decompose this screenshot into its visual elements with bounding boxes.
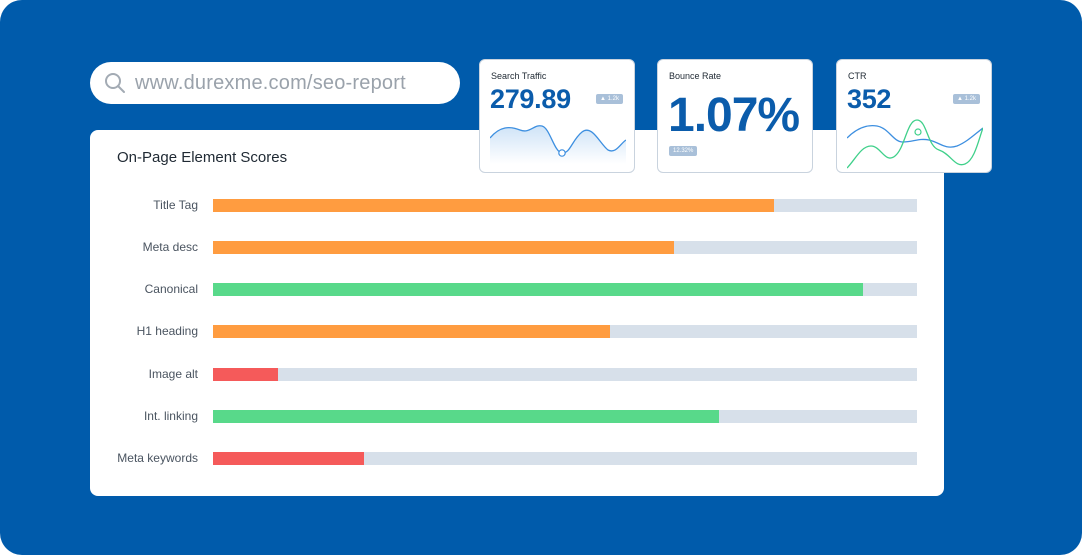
score-bar [213, 410, 720, 423]
bounce-rate-card: Bounce Rate 1.07% 12.32% [657, 59, 813, 173]
score-track [213, 325, 917, 338]
score-bar [213, 241, 675, 254]
row-label: Image alt [148, 367, 198, 381]
card-value: 279.89 [490, 84, 571, 114]
score-track [213, 452, 917, 465]
row-label: Canonical [144, 282, 198, 296]
row-label: Meta desc [142, 240, 198, 254]
score-bar [213, 283, 863, 296]
search-traffic-card: Search Traffic 279.89 ▲ 1.2k [479, 59, 635, 173]
panel-title: On-Page Element Scores [117, 149, 288, 166]
score-row-meta-desc: Meta desc [90, 240, 944, 256]
score-row-canonical: Canonical [90, 282, 944, 298]
score-track [213, 368, 917, 381]
row-label: Meta keywords [117, 451, 198, 465]
url-text: www.durexme.com/seo-report [135, 72, 406, 94]
sparkline-area [490, 125, 626, 164]
score-track [213, 199, 917, 212]
change-badge: ▲ 1.2k [596, 94, 623, 104]
change-badge: 12.32% [669, 146, 698, 156]
sparkline-chart [847, 119, 983, 169]
card-value: 1.07% [668, 89, 800, 142]
url-search-bar[interactable]: www.durexme.com/seo-report [90, 62, 460, 104]
sparkline-chart [490, 125, 626, 164]
card-value: 352 [847, 84, 892, 114]
score-bar [213, 368, 278, 381]
row-label: Title Tag [153, 198, 198, 212]
card-title: CTR [848, 71, 867, 81]
sparkline-marker [914, 128, 922, 136]
sparkline-line-green [847, 119, 983, 169]
card-title: Search Traffic [491, 71, 547, 81]
score-track [213, 283, 917, 296]
sparkline-line-blue [847, 124, 983, 148]
score-row-h1-heading: H1 heading [90, 324, 944, 340]
score-track [213, 410, 917, 423]
change-badge: ▲ 1.2k [953, 94, 980, 104]
score-bar [213, 199, 775, 212]
on-page-scores-panel: On-Page Element Scores Title Tag Meta de… [90, 130, 944, 496]
score-row-meta-keywords: Meta keywords [90, 451, 944, 467]
score-bar [213, 452, 364, 465]
card-title: Bounce Rate [669, 71, 722, 81]
score-row-int-linking: Int. linking [90, 409, 944, 425]
score-row-title-tag: Title Tag [90, 198, 944, 214]
row-label: Int. linking [143, 409, 198, 423]
search-icon [105, 73, 125, 93]
row-label: H1 heading [136, 324, 198, 338]
score-bar [213, 325, 611, 338]
score-track [213, 241, 917, 254]
score-row-image-alt: Image alt [90, 367, 944, 383]
ctr-card: CTR 352 ▲ 1.2k [836, 59, 992, 173]
sparkline-marker [558, 149, 566, 157]
